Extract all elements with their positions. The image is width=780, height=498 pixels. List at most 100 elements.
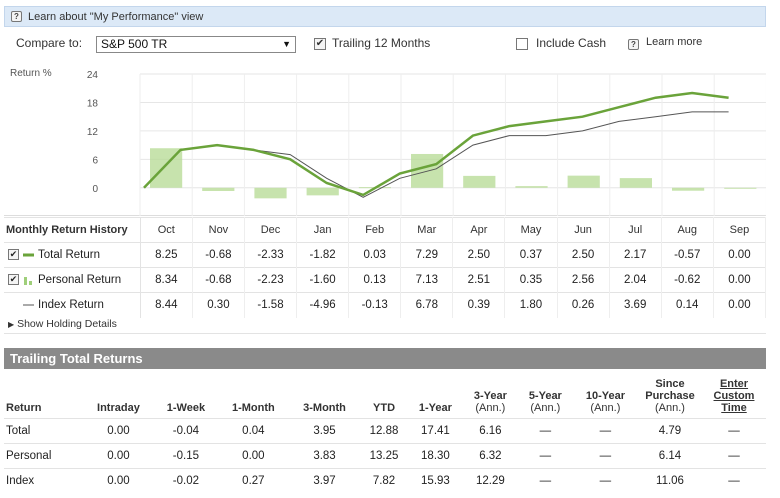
table-row: ✔ Personal Return 8.34 -0.68 -2.23 -1.60 … — [4, 267, 767, 293]
cell: -0.15 — [154, 442, 218, 468]
cell: 0.00 — [713, 242, 767, 268]
column-header-label: Enter Custom Time — [713, 377, 755, 414]
show-holding-details[interactable]: ▶ Show Holding Details — [4, 314, 766, 334]
cell: 0.30 — [192, 292, 245, 318]
cell: 2.04 — [609, 267, 662, 293]
table-row: Index 0.00 -0.02 0.27 3.97 7.82 15.93 12.29— —11… — [4, 467, 766, 493]
trailing-returns-table: Return Intraday 1-Week 1-Month 3-Month YTD 1-Y… — [4, 374, 766, 493]
y-tick-label: 12 — [87, 127, 99, 138]
learn-about-link[interactable]: Learn about "My Performance" view — [28, 10, 204, 23]
chevron-down-icon: ▼ — [282, 39, 291, 49]
cell: 2.17 — [609, 242, 662, 268]
cell: 8.44 — [140, 292, 193, 318]
cell: 3.97 — [288, 467, 361, 493]
cell: -0.68 — [192, 267, 245, 293]
month-header: Mar — [400, 217, 454, 243]
column-header: 1-Month — [218, 374, 289, 418]
table-row: Total 0.00 -0.04 0.04 3.95 12.88 17.41 6.16— —4.… — [4, 417, 766, 443]
performance-chart: 24 18 12 6 0 — [4, 62, 767, 216]
performance-chart-svg: 24 18 12 6 0 — [87, 70, 767, 216]
cell: 6.78 — [400, 292, 454, 318]
enter-custom-time-link[interactable]: Enter Custom Time — [702, 374, 766, 418]
cell: — — [702, 467, 766, 493]
monthly-bar — [306, 187, 339, 196]
month-header: Dec — [244, 217, 298, 243]
chart-y-label: Return % — [10, 68, 52, 79]
y-tick-label: 24 — [87, 70, 99, 81]
cell: 1.80 — [504, 292, 558, 318]
series-line — [143, 91, 729, 197]
cell: -0.62 — [661, 267, 714, 293]
month-header: Oct — [140, 217, 193, 243]
month-header: May — [504, 217, 558, 243]
column-header: Return — [4, 374, 83, 418]
cell: 0.00 — [82, 417, 155, 443]
monthly-bar — [567, 175, 600, 188]
cell: 8.34 — [140, 267, 193, 293]
cell: 2.50 — [452, 242, 506, 268]
cell: 0.14 — [661, 292, 714, 318]
month-header: Jan — [296, 217, 350, 243]
cell: 13.25 — [360, 442, 408, 468]
cell: -1.82 — [296, 242, 350, 268]
trailing-label: Trailing 12 Months — [332, 36, 431, 50]
cell: -0.02 — [154, 467, 218, 493]
include-cash-checkbox[interactable] — [516, 38, 528, 50]
cell: -0.04 — [154, 417, 218, 443]
monthly-bar — [515, 186, 548, 188]
column-header-label: 10-Year — [585, 389, 625, 402]
table-row: Personal 0.00 -0.15 0.00 3.83 13.25 18.30 6.32—… — [4, 442, 766, 468]
cell: 0.00 — [713, 267, 767, 293]
cell: 0.03 — [348, 242, 402, 268]
cell: 0.35 — [504, 267, 558, 293]
cell: 0.13 — [348, 267, 402, 293]
cell: 18.30 — [407, 442, 463, 468]
cell: -2.23 — [244, 267, 298, 293]
column-header: Since Purchase (Ann.) — [638, 374, 702, 418]
column-header-label: 3-Month — [303, 401, 346, 414]
cell: 2.56 — [557, 267, 610, 293]
cell: 2.51 — [452, 267, 506, 293]
help-icon: ? — [11, 11, 22, 22]
month-header: Jun — [557, 217, 610, 243]
compare-select[interactable]: S&P 500 TR ▼ — [96, 36, 296, 53]
total-return-checkbox[interactable]: ✔ — [8, 249, 19, 261]
cell: 4.79 — [638, 417, 702, 443]
month-header: Nov — [192, 217, 245, 243]
cell: -0.13 — [348, 292, 402, 318]
column-header: Intraday — [83, 374, 154, 418]
row-label: Index Return — [38, 299, 104, 312]
column-header: 3-Year (Ann.) — [463, 374, 518, 418]
column-header: 5-Year (Ann.) — [518, 374, 573, 418]
trailing-checkbox[interactable]: ✔ — [314, 38, 326, 50]
cell: 7.13 — [400, 267, 454, 293]
cell: 6.16 — [462, 417, 518, 443]
cell: — — [702, 442, 766, 468]
cell: — — [572, 442, 638, 468]
learn-more-link[interactable]: Learn more — [646, 36, 703, 48]
cell: 8.25 — [140, 242, 193, 268]
cell: 12.29 — [462, 467, 518, 493]
cell: 17.41 — [407, 417, 463, 443]
personal-return-legend — [24, 276, 32, 285]
column-header-label: 3-Year — [473, 389, 507, 402]
column-header: 10-Year (Ann.) — [573, 374, 638, 418]
cell: -2.33 — [244, 242, 298, 268]
compare-label: Compare to: — [16, 36, 83, 50]
row-label: Personal Return — [38, 274, 122, 286]
cell: 0.26 — [557, 292, 610, 318]
personal-return-checkbox[interactable]: ✔ — [8, 274, 19, 286]
cell: 7.82 — [360, 467, 408, 493]
cell: 0.39 — [452, 292, 506, 318]
index-return-legend — [23, 304, 34, 306]
column-header-label: 1-Month — [231, 401, 275, 414]
cell: — — [517, 442, 573, 468]
column-header: YTD — [360, 374, 408, 418]
cell: 0.00 — [82, 467, 155, 493]
monthly-return-table: Monthly Return History Oct Nov Dec Jan F… — [4, 217, 767, 318]
monthly-header: Monthly Return History — [4, 217, 141, 243]
row-label: Total Return — [38, 249, 101, 261]
learn-about-bar[interactable]: ? Learn about "My Performance" view — [4, 6, 766, 27]
cell: 0.27 — [217, 467, 289, 493]
month-header: Aug — [661, 217, 714, 243]
